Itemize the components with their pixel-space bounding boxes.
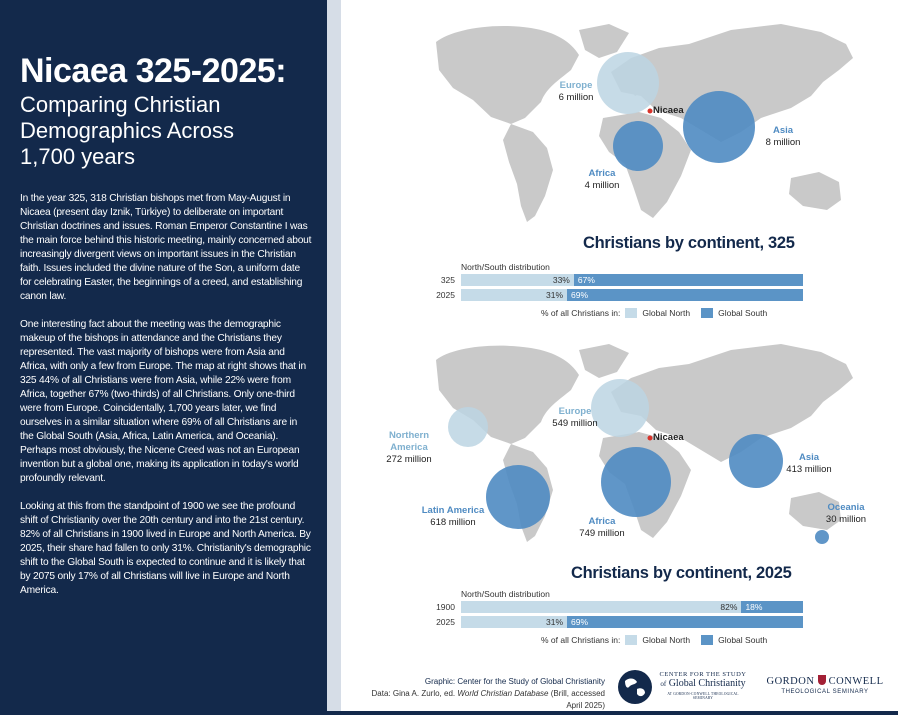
graphic-credit: Center for the Study of Global Christian…: [457, 677, 605, 686]
csgc-line1: CENTER FOR THE STUDY: [659, 671, 747, 678]
paragraph-3: Looking at this from the standpoint of 1…: [20, 501, 311, 596]
bar-track: 31% 69%: [461, 616, 803, 628]
bar-south: 18%: [741, 601, 803, 613]
nicaea-dot-2025: [647, 435, 653, 441]
bar-row: 2025 31% 69%: [423, 289, 823, 302]
world-map-2025: [436, 344, 853, 544]
label-africa-325: Africa 4 million: [584, 168, 620, 191]
distribution-chart-325: North/South distribution 325 33% 67% 202…: [423, 262, 823, 318]
bar-north: 33%: [461, 274, 574, 286]
world-map-325: [436, 24, 853, 222]
bar-year: 2025: [436, 617, 455, 627]
bubble-africa-2025: [601, 447, 671, 517]
page-title: Nicaea 325-2025:: [20, 52, 287, 90]
data-source-note: (Brill, accessed April 2025): [550, 689, 605, 710]
label-europe-2025: Europe 549 million: [552, 406, 598, 429]
bar-track: 82% 18%: [461, 601, 803, 613]
chart-title-2025: Christians by continent, 2025: [571, 564, 792, 582]
legend-prefix: % of all Christians in:: [541, 308, 621, 318]
label-latinamerica-2025: Latin America 618 million: [421, 505, 485, 528]
bar-year: 2025: [436, 290, 455, 300]
bar-north: 31%: [461, 616, 568, 628]
legend-north-label: Global North: [642, 635, 691, 645]
bar-year: 1900: [436, 602, 455, 612]
divider-stripe: [327, 0, 341, 711]
map-325: Nicaea Europe 6 million Asia 8 million A…: [341, 0, 898, 330]
distribution-chart-2025: North/South distribution 1900 82% 18% 20…: [423, 589, 823, 645]
gc-word1: GORDON: [766, 676, 815, 687]
bubble-europe-2025: [591, 379, 649, 437]
paragraph-1: In the year 325, 318 Christian bishops m…: [20, 193, 312, 302]
legend-325: % of all Christians in: Global North Glo…: [541, 308, 823, 318]
bubble-asia-2025: [729, 434, 783, 488]
distribution-caption: North/South distribution: [461, 589, 550, 599]
bubble-oceania-2025: [815, 530, 829, 544]
label-oceania-2025: Oceania 30 million: [825, 502, 867, 525]
label-europe-325: Europe 6 million: [558, 80, 594, 103]
chart-title-325: Christians by continent, 325: [583, 234, 795, 252]
distribution-caption: North/South distribution: [461, 262, 550, 272]
bar-row: 1900 82% 18%: [423, 601, 823, 614]
label-africa-2025: Africa 749 million: [579, 516, 625, 539]
csgc-line4: AT GORDON-CONWELL THEOLOGICAL SEMINARY: [667, 692, 739, 700]
label-asia-2025: Asia 413 million: [786, 452, 832, 475]
data-editor: Gina A. Zurlo, ed.: [392, 689, 456, 698]
csgc-line3: Global Christianity: [668, 678, 746, 689]
bubble-asia-325: [683, 91, 755, 163]
nicaea-dot-325: [647, 108, 653, 114]
legend-south-label: Global South: [718, 635, 768, 645]
bar-row: 325 33% 67%: [423, 274, 823, 287]
bar-south: 67%: [573, 274, 803, 286]
csgc-logo: CENTER FOR THE STUDY of Global Christian…: [617, 667, 747, 707]
globe-icon: [618, 670, 652, 704]
right-panel: Nicaea Europe 6 million Asia 8 million A…: [341, 0, 898, 711]
legend-south-swatch: [701, 635, 714, 645]
data-title: World Christian Database: [457, 689, 549, 698]
legend-north-swatch: [625, 635, 638, 645]
bubble-latinamerica-2025: [486, 465, 550, 529]
label-northamerica-2025: Northern America 272 million: [386, 430, 432, 465]
legend-south-label: Global South: [718, 308, 768, 318]
left-panel: Nicaea 325-2025: Comparing Christian Dem…: [0, 0, 327, 711]
graphic-label: Graphic:: [424, 677, 456, 686]
legend-south-swatch: [701, 308, 714, 318]
shield-icon: [817, 675, 826, 685]
label-asia-325: Asia 8 million: [765, 125, 801, 148]
bubble-africa-325: [613, 121, 663, 171]
map-2025: Nicaea Northern America 272 million Euro…: [341, 330, 898, 660]
data-label: Data:: [371, 689, 391, 698]
bar-track: 31% 69%: [461, 289, 803, 301]
gc-word2: CONWELL: [828, 676, 884, 687]
bar-south: 69%: [567, 289, 803, 301]
bubble-europe-325: [597, 52, 659, 114]
body-text: In the year 325, 318 Christian bishops m…: [20, 192, 312, 598]
page-subtitle: Comparing Christian Demographics Across …: [20, 92, 234, 169]
bar-north: 31%: [461, 289, 568, 301]
gordon-conwell-logo: GORDON CONWELL THEOLOGICAL SEMINARY: [760, 675, 890, 705]
bar-track: 33% 67%: [461, 274, 803, 286]
legend-north-label: Global North: [642, 308, 691, 318]
label-nicaea-2025: Nicaea: [653, 432, 684, 443]
credits: Graphic: Center for the Study of Global …: [365, 676, 606, 712]
bottom-border: [0, 711, 898, 715]
gc-line2: THEOLOGICAL SEMINARY: [781, 689, 869, 695]
legend-north-swatch: [625, 308, 638, 318]
bar-north: 82%: [461, 601, 742, 613]
csgc-line2: of: [660, 680, 667, 688]
legend-2025: % of all Christians in: Global North Glo…: [541, 635, 823, 645]
label-nicaea-325: Nicaea: [653, 105, 684, 116]
legend-prefix: % of all Christians in:: [541, 635, 621, 645]
bubble-northamerica-2025: [448, 407, 488, 447]
bar-south: 69%: [567, 616, 803, 628]
bar-year: 325: [440, 275, 455, 285]
bar-row: 2025 31% 69%: [423, 616, 823, 629]
paragraph-2: One interesting fact about the meeting w…: [20, 319, 306, 484]
